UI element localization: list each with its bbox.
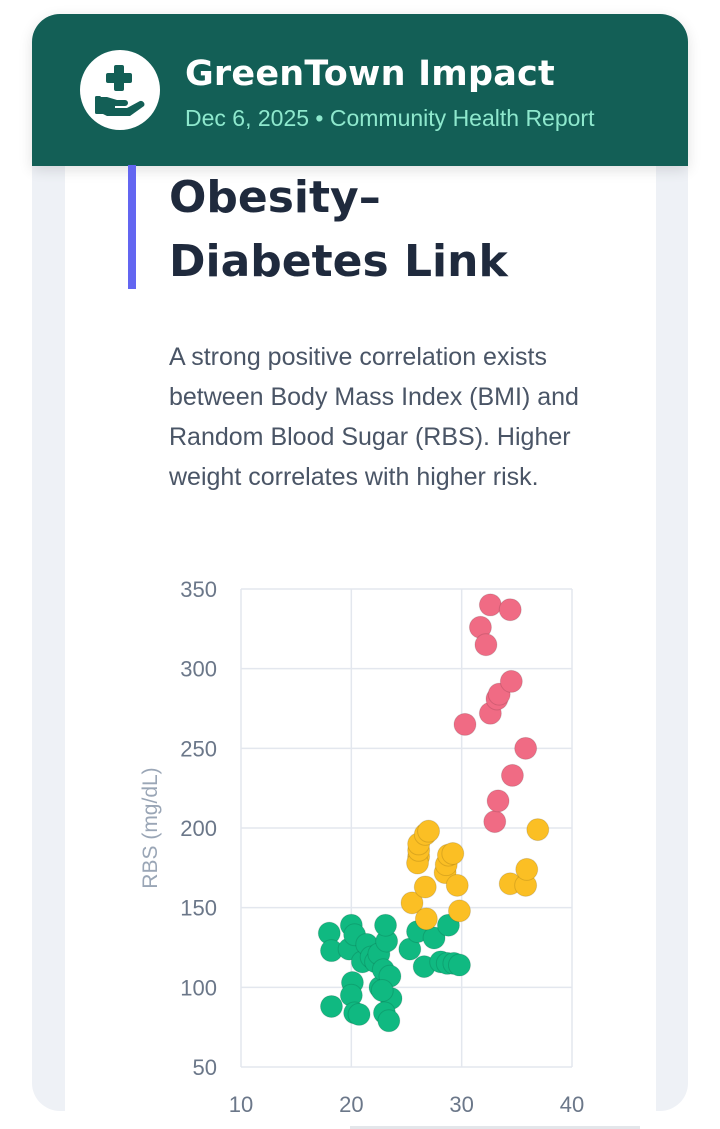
x-tick-label: 10 bbox=[229, 1092, 253, 1117]
data-point bbox=[400, 891, 424, 915]
data-point bbox=[374, 913, 398, 937]
y-tick-label: 50 bbox=[193, 1055, 217, 1080]
data-point bbox=[441, 841, 465, 865]
x-tick-label: 40 bbox=[560, 1092, 584, 1117]
meta-separator: • bbox=[315, 105, 324, 131]
y-axis-label: RBS (mg/dL) bbox=[139, 767, 162, 888]
data-point bbox=[377, 1009, 401, 1033]
y-tick-label: 350 bbox=[180, 577, 217, 602]
y-tick-label: 250 bbox=[180, 736, 217, 761]
data-point bbox=[486, 789, 510, 813]
data-point bbox=[417, 819, 441, 843]
logo-badge bbox=[80, 50, 160, 130]
data-point bbox=[483, 810, 507, 834]
article-description: A strong positive correlation exists bet… bbox=[169, 343, 579, 491]
data-point bbox=[422, 926, 446, 950]
data-point bbox=[515, 857, 539, 881]
data-point bbox=[478, 593, 502, 617]
y-tick-label: 300 bbox=[180, 657, 217, 682]
y-tick-label: 150 bbox=[180, 896, 217, 921]
app-header: GreenTown Impact Dec 6, 2025 • Community… bbox=[32, 14, 688, 166]
data-point bbox=[445, 873, 469, 897]
data-point bbox=[499, 669, 523, 693]
data-point bbox=[447, 899, 471, 923]
data-point bbox=[370, 979, 394, 1003]
y-tick-label: 200 bbox=[180, 816, 217, 841]
data-point bbox=[319, 994, 343, 1018]
data-point bbox=[453, 712, 477, 736]
report-section: Community Health Report bbox=[329, 105, 595, 131]
x-tick-label: 20 bbox=[339, 1092, 363, 1117]
data-point bbox=[347, 1002, 371, 1026]
data-point bbox=[414, 907, 438, 931]
data-point bbox=[514, 736, 538, 760]
data-point bbox=[474, 633, 498, 657]
article-title: Obesity–Diabetes Link bbox=[169, 172, 508, 287]
bottom-divider bbox=[350, 1126, 640, 1129]
report-date: Dec 6, 2025 bbox=[185, 105, 310, 131]
data-point bbox=[413, 875, 437, 899]
data-point bbox=[447, 953, 471, 977]
app-name: GreenTown Impact bbox=[185, 54, 555, 94]
report-card-container bbox=[32, 14, 688, 1111]
data-point bbox=[526, 818, 550, 842]
title-accent-bar bbox=[128, 165, 136, 289]
data-point bbox=[498, 598, 522, 622]
data-point bbox=[500, 763, 524, 787]
x-tick-label: 30 bbox=[449, 1092, 473, 1117]
hand-heart-plus-icon bbox=[95, 65, 145, 116]
report-meta: Dec 6, 2025 • Community Health Report bbox=[185, 105, 594, 132]
y-tick-label: 100 bbox=[180, 975, 217, 1000]
